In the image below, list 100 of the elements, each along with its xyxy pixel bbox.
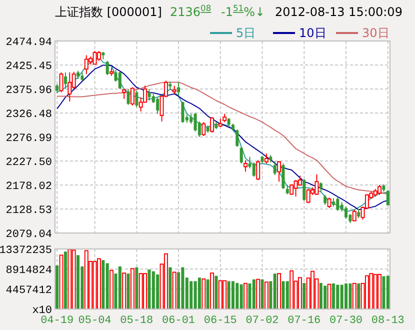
bar (248, 283, 252, 309)
bar (190, 281, 193, 309)
y-tick-label: 13372235 (0, 244, 52, 257)
x-tick-label: 08-13 (371, 315, 404, 327)
bar (386, 276, 390, 309)
y-tick-label: 2276.99 (6, 132, 52, 145)
candlestick (256, 160, 260, 181)
y-tick-label: 2227.50 (6, 156, 52, 169)
candlestick (314, 174, 319, 196)
candlestick (156, 96, 160, 114)
candlestick (148, 88, 151, 102)
candlestick (282, 162, 285, 190)
candlestick (96, 50, 101, 62)
bar (324, 286, 327, 309)
candlestick (130, 86, 134, 106)
legend-label: 30日 (362, 26, 390, 40)
candlestick (122, 88, 126, 100)
bar (106, 263, 109, 309)
y-tick-label: 2178.02 (6, 180, 52, 193)
bar (135, 267, 138, 309)
y-tick-label: 2079.04 (6, 228, 52, 241)
candlestick (181, 101, 184, 124)
y-tick-label: 2375.96 (6, 84, 52, 97)
bar (357, 283, 360, 309)
text: -1$^{51}$%↓ (221, 3, 266, 19)
bar (206, 279, 210, 309)
candlestick (59, 72, 64, 93)
y-tick-label: 2326.48 (6, 108, 52, 121)
candlestick (64, 72, 67, 89)
bar (181, 267, 184, 309)
candlestick (327, 197, 332, 209)
candlestick (236, 128, 239, 148)
x-tick-label: 06-15 (204, 315, 237, 327)
legend-label: 5日 (236, 26, 256, 40)
legend-label: 10日 (299, 26, 326, 40)
candlestick (324, 194, 327, 206)
bar (76, 255, 80, 309)
candlestick (135, 90, 138, 108)
candlestick (378, 184, 382, 196)
line-series (56, 82, 388, 195)
candlestick (344, 206, 348, 220)
candlestick (277, 160, 282, 182)
bar (260, 279, 264, 309)
candlestick (294, 180, 298, 198)
candlestick (210, 116, 214, 134)
bar (118, 266, 122, 309)
candlestick (336, 196, 340, 212)
bar (198, 278, 201, 309)
bar (282, 281, 285, 309)
candlestick (240, 146, 243, 164)
candlestick (286, 184, 289, 195)
candlestick (264, 153, 268, 164)
candlestick (302, 178, 306, 202)
y-tick-label: 2425.45 (6, 60, 52, 73)
bar (168, 267, 172, 309)
bar (302, 282, 306, 309)
candlestick (202, 122, 206, 136)
candlestick (194, 112, 197, 132)
candlestick (273, 160, 276, 176)
bar (64, 252, 67, 309)
candlestick (306, 188, 310, 204)
bar (240, 284, 243, 309)
chart-title: 上证指数 [000001] (55, 5, 162, 19)
bar (236, 282, 239, 309)
candlestick (252, 162, 256, 178)
bar (156, 274, 160, 309)
x-tick-label: 05-18 (120, 315, 154, 327)
text: 2012-08-13 15:00:09 (275, 5, 402, 19)
x-tick-label: 06-01 (162, 315, 196, 327)
candlestick (177, 82, 180, 96)
candlestick (92, 50, 97, 65)
candlestick (106, 60, 109, 76)
y-tick-label: x10 (32, 304, 52, 317)
bar (56, 265, 59, 309)
bar (348, 283, 352, 309)
bar (102, 260, 105, 309)
y-tick-label: 8914824 (6, 264, 52, 277)
bar (194, 281, 197, 309)
bar (148, 270, 151, 309)
bar (227, 281, 230, 309)
x-tick-label: 07-30 (330, 315, 363, 327)
x-tick-label: 07-16 (288, 315, 321, 327)
bar (336, 284, 340, 309)
x-tick-label: 05-04 (78, 315, 112, 327)
candlestick (352, 209, 356, 222)
candlestick (319, 182, 322, 193)
candlestick (357, 208, 360, 219)
x-tick-label: 04-19 (40, 315, 74, 327)
x-tick-label: 07-02 (246, 315, 279, 327)
bar (344, 283, 348, 309)
candlestick (244, 160, 248, 172)
bar (382, 276, 386, 309)
bar (273, 274, 276, 309)
y-tick-label: 2128.53 (6, 204, 52, 217)
bar (231, 281, 234, 309)
bar (126, 274, 130, 309)
candlestick (118, 71, 122, 90)
bar (214, 276, 218, 309)
bar (332, 283, 335, 309)
bar (152, 271, 155, 309)
